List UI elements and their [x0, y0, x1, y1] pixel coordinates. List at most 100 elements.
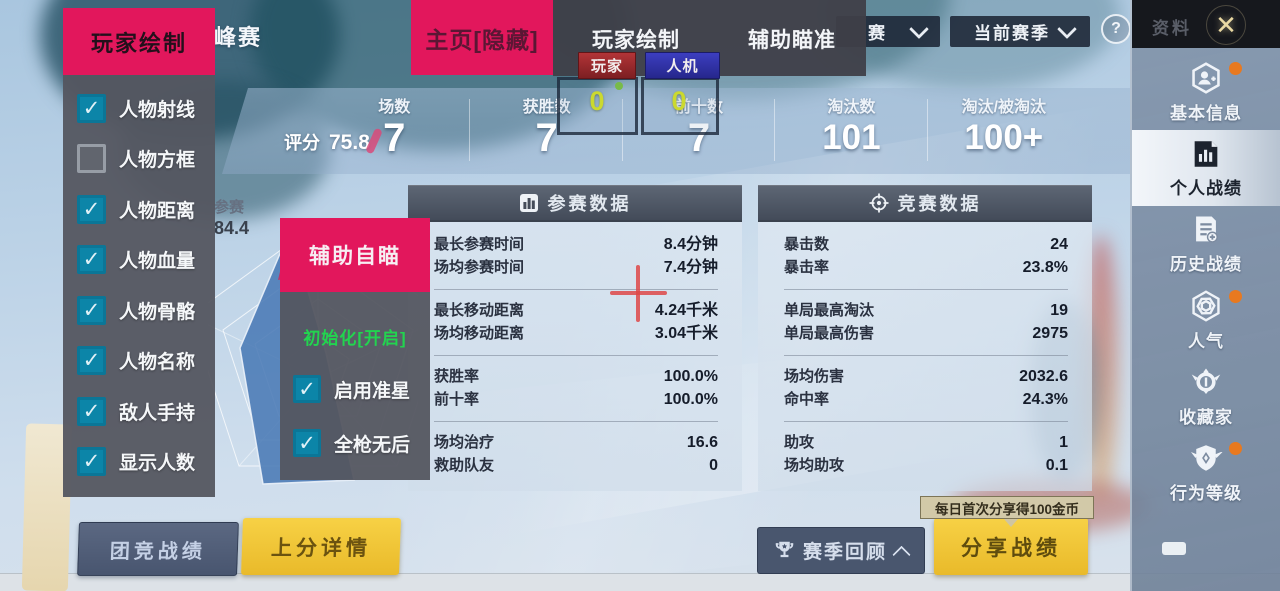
- esp-option-box[interactable]: ✓ 人物方框: [77, 144, 215, 174]
- checkbox-icon[interactable]: ✓: [77, 93, 106, 123]
- esp-option-ray[interactable]: ✓ 人物射线: [77, 93, 215, 123]
- close-icon: ✕: [1215, 9, 1237, 40]
- participation-panel-header: 参赛数据: [408, 185, 742, 222]
- hexagon-person-icon: [1192, 62, 1220, 94]
- collector-medal-icon: [1191, 368, 1221, 394]
- trophy-icon: [775, 541, 794, 558]
- chevron-down-icon: [909, 18, 929, 39]
- stat-value: 7: [383, 116, 406, 160]
- stat-value: 100+: [964, 118, 1044, 157]
- esp-menu-title: 玩家绘制: [90, 30, 187, 56]
- sidebar-item-history-record[interactable]: 历史战绩: [1132, 206, 1280, 282]
- cheat-bot-button[interactable]: 人机: [645, 52, 720, 79]
- esp-menu-header[interactable]: 玩家绘制: [63, 8, 215, 75]
- participation-panel: 参赛数据 最长参赛时间 8.4分钟 场均参赛时间 7.4分钟 最长移动距离 4.24千…: [408, 185, 742, 491]
- cheat-player-button[interactable]: 玩家: [578, 52, 636, 79]
- sidebar-item-personal-record[interactable]: 个人战绩: [1132, 130, 1280, 206]
- sidebar-item-basic-info[interactable]: 基本信息: [1132, 54, 1280, 130]
- esp-option-player-count[interactable]: ✓ 显示人数: [77, 447, 215, 477]
- sidebar-header: 资料 ✕: [1132, 0, 1280, 48]
- competition-panel: 竞赛数据 暴击数 24 暴击率 23.8% 单局最高淘汰 19 单局最高伤害 2975 …: [758, 185, 1092, 491]
- checkbox-icon[interactable]: ✓: [77, 245, 106, 275]
- sidebar-item-popularity[interactable]: 人气: [1132, 282, 1280, 358]
- checkbox-icon[interactable]: ✓: [77, 295, 106, 325]
- stat-row: 前十率 100.0%: [434, 391, 718, 408]
- crosshair-overlay: [636, 265, 640, 322]
- help-button[interactable]: ?: [1101, 14, 1131, 44]
- ground-band: [0, 573, 1280, 591]
- stat-value: 7: [535, 116, 558, 160]
- stat-row: 救助队友 0: [434, 457, 718, 474]
- cheat-tab-aim[interactable]: 辅助瞄准: [748, 29, 836, 52]
- stat-row: 最长参赛时间 8.4分钟: [434, 236, 718, 253]
- checkbox-icon[interactable]: ✓: [77, 346, 106, 376]
- participation-panel-body: 最长参赛时间 8.4分钟 场均参赛时间 7.4分钟 最长移动距离 4.24千米 场均移…: [408, 222, 742, 491]
- share-record-button[interactable]: 分享战绩: [934, 518, 1088, 575]
- bot-counter-value: 0: [671, 86, 687, 116]
- aim-menu-header[interactable]: 辅助自瞄: [280, 218, 430, 292]
- checkbox-icon[interactable]: ✓: [77, 144, 106, 174]
- stat-label: 场数: [378, 99, 411, 116]
- participation-panel-title: 参赛数据: [547, 194, 632, 214]
- green-speck: [615, 82, 623, 90]
- stat-row: 助攻 1: [784, 434, 1068, 451]
- checkbox-icon[interactable]: ✓: [77, 194, 106, 224]
- aim-option-no-recoil[interactable]: ✓ 全枪无后: [280, 429, 410, 457]
- stat-label: 淘汰数: [827, 99, 876, 116]
- notification-badge: [1229, 442, 1242, 455]
- checkbox-icon[interactable]: ✓: [293, 429, 321, 457]
- player-counter-value: 0: [589, 86, 605, 116]
- history-doc-icon: [1196, 216, 1218, 243]
- close-button[interactable]: ✕: [1206, 5, 1246, 45]
- rank-badge-icon: [1191, 445, 1223, 471]
- esp-option-weapon[interactable]: ✓ 敌人手持: [77, 396, 215, 426]
- tooltip-arrow: [1004, 519, 1018, 527]
- checkbox-icon[interactable]: ✓: [77, 396, 106, 426]
- summary-columns: 场数 7 获胜数 7 前十数 7 淘汰数 101 淘汰/被淘汰 100+: [318, 91, 1080, 171]
- stat-row: 单局最高淘汰 19: [784, 302, 1068, 319]
- aim-menu-body: 初始化[开启] ✓ 启用准星 ✓ 全枪无后: [280, 292, 430, 480]
- bar-chart-icon: [519, 194, 538, 212]
- esp-option-skeleton[interactable]: ✓ 人物骨骼: [77, 295, 215, 325]
- mode-dropdown-value: 赛: [868, 24, 887, 43]
- season-dropdown[interactable]: 当前赛季: [950, 16, 1090, 47]
- aim-init-status[interactable]: 初始化[开启]: [303, 329, 407, 348]
- aim-menu-title: 辅助自瞄: [309, 245, 401, 268]
- stat-row: 暴击率 23.8%: [784, 259, 1068, 276]
- rank-detail-button[interactable]: 上分详情: [241, 518, 401, 575]
- sidebar-item-behavior-level[interactable]: 行为等级: [1132, 434, 1280, 510]
- stat-column: 前十数 7: [623, 91, 776, 171]
- profile-sidebar: 资料 ✕ 基本信息: [1130, 0, 1280, 591]
- team-record-button[interactable]: 团竞战绩: [77, 522, 239, 576]
- question-icon: ?: [1111, 20, 1121, 37]
- rating-value: 75.8: [329, 131, 370, 154]
- stat-row: 获胜率 100.0%: [434, 368, 718, 385]
- stat-row: 最长移动距离 4.24千米: [434, 302, 718, 319]
- chevron-up-icon: [892, 545, 911, 564]
- sidebar-item-collector[interactable]: 收藏家: [1132, 358, 1280, 434]
- sidebar-scroll-indicator[interactable]: [1162, 542, 1186, 555]
- esp-option-name[interactable]: ✓ 人物名称: [77, 346, 215, 376]
- cheat-tab-esp[interactable]: 玩家绘制: [592, 29, 680, 52]
- stat-row: 场均伤害 2032.6: [784, 368, 1068, 385]
- notification-badge: [1229, 62, 1242, 75]
- esp-option-distance[interactable]: ✓ 人物距离: [77, 194, 215, 224]
- rating: 评分 75.8: [284, 129, 370, 155]
- stat-row: 场均治疗 16.6: [434, 434, 718, 451]
- aim-option-crosshair[interactable]: ✓ 启用准星: [280, 375, 410, 403]
- season-dropdown-value: 当前赛季: [974, 24, 1050, 43]
- radar-axis-label: 参赛 84.4: [214, 196, 249, 239]
- season-review-button[interactable]: 赛季回顾: [757, 527, 925, 574]
- stat-row: 场均助攻 0.1: [784, 457, 1068, 474]
- radar-axis-value: 84.4: [214, 218, 250, 238]
- stat-row: 场均参赛时间 7.4分钟: [434, 259, 718, 276]
- checkbox-icon[interactable]: ✓: [293, 375, 321, 403]
- target-icon: [869, 193, 888, 213]
- esp-option-health[interactable]: ✓ 人物血量: [77, 245, 215, 275]
- cheat-home-button[interactable]: 主页[隐藏]: [411, 0, 553, 75]
- record-chart-icon: [1194, 141, 1218, 167]
- flower-hexagon-icon: [1192, 290, 1220, 322]
- sidebar-title: 资料: [1152, 19, 1192, 38]
- checkbox-icon[interactable]: ✓: [77, 447, 106, 477]
